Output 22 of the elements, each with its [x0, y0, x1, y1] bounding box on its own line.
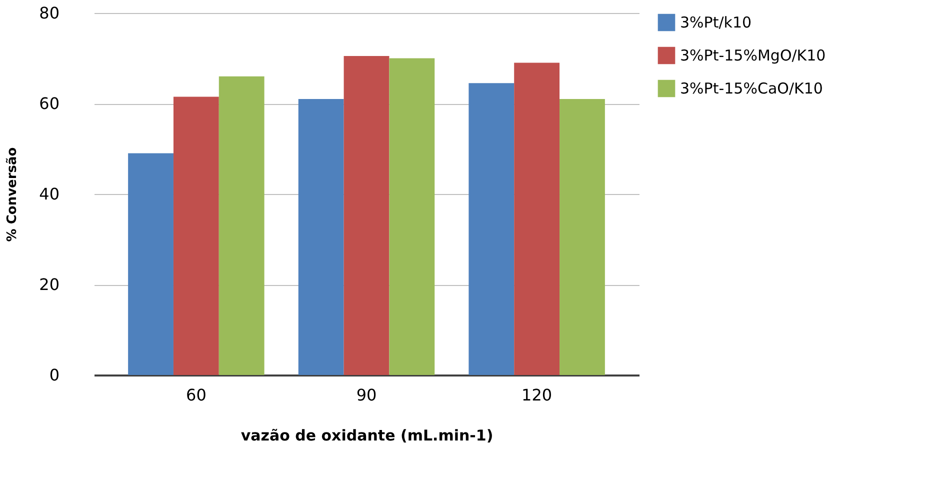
legend-label: 3%Pt-15%CaO/K10 [680, 80, 823, 98]
y-axis-title: % Conversão [5, 147, 20, 242]
bar [389, 58, 435, 375]
legend-label: 3%Pt-15%MgO/K10 [680, 46, 826, 64]
y-tick-label: 40 [39, 184, 60, 204]
x-tick-label: 90 [356, 386, 377, 404]
bar [560, 98, 605, 375]
bar [298, 98, 344, 375]
y-tick-label: 60 [39, 94, 60, 113]
x-axis-title: vazão de oxidante (mL.min-1) [240, 426, 494, 444]
y-tick-label: 80 [39, 4, 60, 22]
bar [468, 83, 514, 375]
legend-label: 3%Pt/k10 [680, 14, 752, 32]
bar [514, 62, 560, 375]
bar [218, 76, 264, 375]
x-tick-label: 60 [186, 386, 206, 404]
y-tick-label: 20 [39, 275, 60, 294]
x-tick-label: 120 [522, 386, 552, 404]
bar [344, 56, 390, 375]
bar [173, 96, 219, 375]
y-tick-label: 0 [49, 366, 60, 384]
bar [128, 153, 174, 375]
